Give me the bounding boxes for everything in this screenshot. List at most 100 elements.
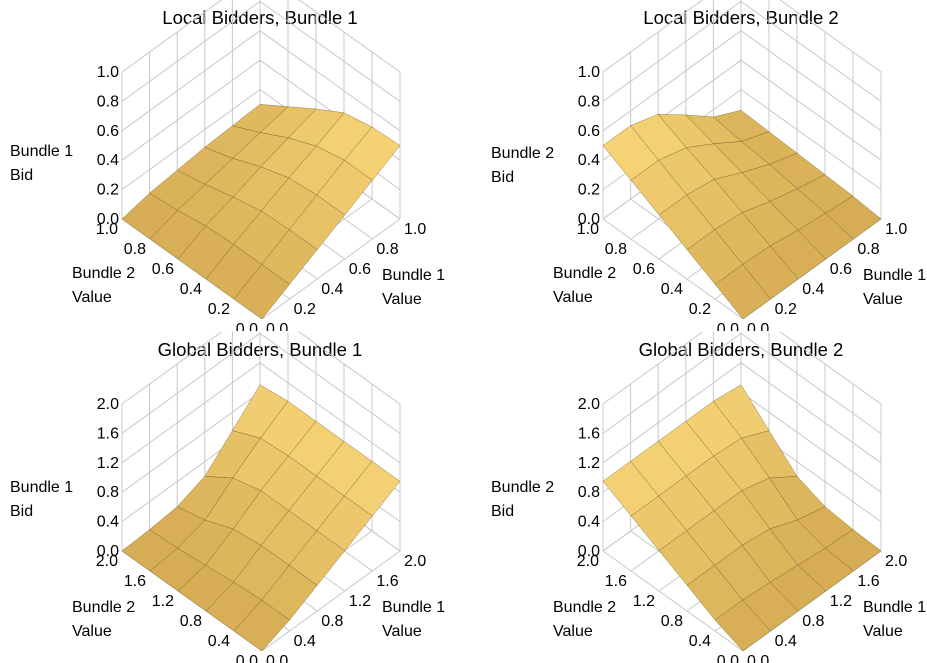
wall-gridline — [740, 362, 882, 464]
x-tick-label: 1.2 — [349, 593, 371, 610]
z-tick-label: 0.4 — [97, 152, 119, 169]
y-tick-label: 0.8 — [605, 241, 627, 258]
chart-panel-local-bundle-1: Local Bidders, Bundle 1 0.0 0.2 0.4 0.6 0.8 1… — [0, 0, 463, 331]
x-tick-label: 0.0 — [747, 321, 769, 331]
y-axis-label-line-1: Bundle 2 — [72, 599, 136, 616]
x-tick-label: 1.2 — [830, 593, 852, 610]
y-tick-label: 1.0 — [577, 221, 599, 238]
x-axis-label-line-2: Value — [382, 291, 422, 308]
wall-gridline — [740, 59, 882, 161]
x-axis-label-line-1: Bundle 1 — [382, 267, 446, 284]
x-tick-label: 0.4 — [321, 281, 343, 298]
wall-gridline — [740, 391, 882, 493]
wall-gridline — [298, 332, 401, 405]
z-tick-label: 0.8 — [578, 93, 600, 110]
y-axis-label-line-2: Value — [553, 623, 593, 640]
chart-panel-global-bundle-1: Global Bidders, Bundle 1 0.0 0.4 0.8 1.2 1.6… — [0, 332, 463, 663]
wall-gridline — [121, 391, 261, 493]
z-tick-label: 0.8 — [578, 484, 600, 501]
z-tick-label: 1.0 — [97, 64, 119, 81]
z-tick-label: 0.4 — [97, 514, 119, 531]
z-tick-label: 0.4 — [578, 152, 600, 169]
wall-gridline — [259, 30, 401, 132]
y-axis-label-line-1: Bundle 2 — [553, 265, 617, 282]
z-tick-label: 0.0 — [97, 543, 119, 560]
x-tick-label: 2.0 — [885, 553, 907, 570]
floor-gridline — [261, 218, 401, 320]
z-tick-label: 0.0 — [578, 543, 600, 560]
wall-gridline — [740, 0, 882, 102]
wall-gridline — [298, 0, 401, 73]
x-tick-label: 0.6 — [349, 261, 371, 278]
wall-gridline — [121, 0, 261, 102]
wall-gridline — [740, 89, 882, 191]
y-axis-label: Bundle 2 Value — [72, 262, 135, 310]
x-tick-label: 0.0 — [747, 653, 769, 663]
floor-gridline — [602, 550, 744, 652]
wall-gridline — [779, 0, 882, 73]
x-tick-label: 0.0 — [266, 321, 288, 331]
y-tick-label: 0.8 — [180, 613, 202, 630]
y-axis-label: Bundle 2 Value — [72, 596, 135, 644]
x-tick-label: 0.4 — [802, 281, 824, 298]
surface-patch — [232, 104, 289, 133]
surface-plot: 0.00.20.40.60.81.00.00.20.40.60.81.00.00… — [96, 0, 426, 331]
wall-gridline — [259, 0, 401, 102]
wall-gridline — [602, 362, 742, 464]
x-axis-label-line-1: Bundle 1 — [863, 599, 927, 616]
z-axis-label: Bundle 1 Bid — [10, 476, 73, 524]
y-tick-label: 0.4 — [689, 633, 711, 650]
y-tick-label: 0.4 — [661, 281, 683, 298]
wall-gridline — [121, 332, 223, 405]
z-axis-label-line-2: Bid — [10, 503, 34, 520]
chart-panel-global-bundle-2: Global Bidders, Bundle 2 0.0 0.4 0.8 1.2 1.6… — [481, 332, 927, 663]
x-tick-label: 1.6 — [857, 573, 879, 590]
x-tick-label: 0.4 — [775, 633, 797, 650]
wall-gridline — [740, 332, 882, 434]
y-tick-label: 1.6 — [124, 573, 146, 590]
z-axis-label-line-2: Bid — [10, 167, 34, 184]
x-axis-label-line-2: Value — [863, 291, 903, 308]
y-axis-label-line-1: Bundle 2 — [72, 265, 136, 282]
z-axis-label-line-1: Bundle 1 — [10, 143, 74, 160]
x-axis-label-line-1: Bundle 1 — [863, 267, 927, 284]
z-tick-label: 0.0 — [578, 211, 600, 228]
x-axis-label: Bundle 1 Value — [382, 264, 445, 312]
z-tick-label: 1.6 — [578, 425, 600, 442]
x-tick-label: 0.0 — [266, 653, 288, 663]
y-axis-label: Bundle 2 Value — [553, 596, 616, 644]
x-tick-label: 0.8 — [857, 241, 879, 258]
z-tick-label: 1.6 — [97, 425, 119, 442]
y-axis-label-line-2: Value — [72, 289, 112, 306]
surface — [602, 384, 882, 652]
surface — [121, 104, 401, 320]
surface-plot: 0.00.40.81.21.62.00.00.40.81.21.62.00.00… — [577, 332, 907, 663]
y-tick-label: 1.6 — [605, 573, 627, 590]
wall-gridline — [121, 30, 261, 132]
z-tick-label: 2.0 — [97, 396, 119, 413]
x-tick-label: 0.2 — [775, 301, 797, 318]
y-tick-label: 0.0 — [236, 653, 258, 663]
z-tick-label: 0.2 — [97, 182, 119, 199]
x-tick-label: 0.4 — [294, 633, 316, 650]
x-axis-label-line-1: Bundle 1 — [382, 599, 446, 616]
wall-gridline — [259, 362, 401, 464]
x-tick-label: 2.0 — [404, 553, 426, 570]
wall-gridline — [740, 30, 882, 132]
tick-labels: 0.00.20.40.60.81.00.00.20.40.60.81.00.00… — [577, 64, 908, 331]
x-tick-label: 1.0 — [404, 221, 426, 238]
z-tick-label: 0.0 — [97, 211, 119, 228]
surface-plot: 0.00.40.81.21.62.00.00.40.81.21.62.00.00… — [96, 332, 426, 663]
y-tick-label: 0.0 — [236, 321, 258, 331]
floor-gridline — [602, 218, 744, 320]
surface-patch — [713, 384, 770, 439]
z-axis-label: Bundle 2 Bid — [491, 476, 554, 524]
wall-gridline — [121, 362, 261, 464]
x-axis-label: Bundle 1 Value — [863, 264, 926, 312]
z-axis-label: Bundle 1 Bid — [10, 140, 73, 188]
y-tick-label: 2.0 — [577, 553, 599, 570]
wall-gridline — [121, 0, 223, 73]
y-tick-label: 0.4 — [180, 281, 202, 298]
z-tick-label: 1.2 — [97, 455, 119, 472]
z-axis-label-line-1: Bundle 1 — [10, 479, 74, 496]
